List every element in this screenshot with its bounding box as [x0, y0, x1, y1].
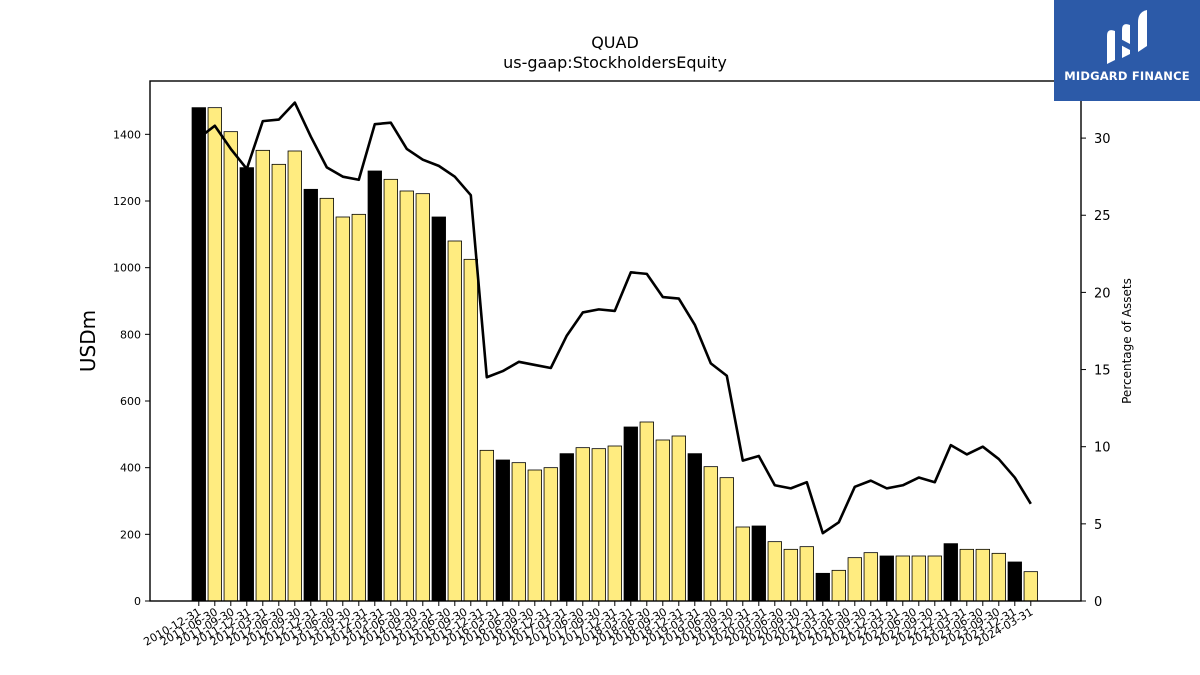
series-line — [198, 101, 1032, 535]
bar — [735, 526, 750, 602]
bar — [719, 477, 734, 602]
bar — [287, 150, 302, 602]
bar — [591, 448, 606, 602]
bar — [463, 258, 478, 602]
y-tick-label: 1200 — [113, 195, 141, 208]
axes-group: 0200400600800100012001400051015202530201… — [113, 80, 1111, 649]
y2-tick-label: 20 — [1094, 286, 1111, 301]
bar — [319, 197, 334, 602]
bar — [879, 555, 894, 602]
bar — [447, 240, 462, 602]
bar — [623, 426, 638, 602]
y-tick-label: 1000 — [113, 262, 141, 275]
bar — [767, 541, 782, 602]
bar — [959, 548, 974, 602]
plot-frame — [149, 80, 1082, 602]
bar — [639, 421, 654, 602]
bar — [543, 467, 558, 602]
bar — [255, 149, 270, 602]
y-tick-label: 800 — [120, 328, 141, 341]
y-tick-label: 0 — [134, 595, 141, 608]
midgard-finance-logo: MIDGARD FINANCE — [1054, 0, 1200, 101]
bar — [271, 163, 286, 602]
bar — [815, 572, 830, 602]
logo-text: MIDGARD FINANCE — [1064, 69, 1190, 83]
bar — [383, 178, 398, 602]
bar — [191, 107, 206, 602]
bar — [559, 453, 574, 602]
bar — [671, 435, 686, 602]
y-tick-label: 400 — [120, 462, 141, 475]
bar — [399, 190, 414, 602]
bar — [991, 552, 1006, 602]
bar — [895, 555, 910, 602]
y-tick-label: 600 — [120, 395, 141, 408]
bar — [911, 555, 926, 602]
bar — [799, 546, 814, 602]
bar — [1023, 571, 1038, 602]
y-tick-label: 200 — [120, 528, 141, 541]
y2-tick-label: 25 — [1094, 209, 1111, 224]
bar — [751, 525, 766, 602]
chart-title: QUAD — [591, 33, 639, 52]
bar — [207, 107, 222, 602]
bar — [351, 213, 366, 602]
y2-tick-label: 10 — [1094, 441, 1111, 456]
bar — [431, 216, 446, 602]
bar — [223, 131, 238, 602]
bar — [495, 459, 510, 602]
bar — [511, 462, 526, 602]
chart-subtitle: us-gaap:StockholdersEquity — [503, 53, 727, 72]
y2-tick-label: 5 — [1094, 518, 1102, 533]
midgard-m-icon — [1107, 10, 1147, 65]
bar — [847, 557, 862, 602]
bar — [415, 193, 430, 602]
y2-axis-label: Percentage of Assets — [1120, 278, 1134, 404]
bar — [575, 447, 590, 602]
bar — [239, 167, 254, 602]
line-group — [198, 101, 1032, 535]
bar — [783, 548, 798, 602]
bar — [863, 552, 878, 602]
bar — [527, 469, 542, 602]
bar — [927, 555, 942, 602]
bar — [303, 188, 318, 602]
y2-tick-label: 15 — [1094, 364, 1111, 379]
bar — [975, 548, 990, 602]
bar — [479, 449, 494, 602]
bar — [831, 569, 846, 602]
y2-tick-label: 30 — [1094, 132, 1111, 147]
bar — [943, 543, 958, 602]
bar — [655, 439, 670, 602]
bar — [1007, 561, 1022, 602]
bar — [687, 453, 702, 602]
bar — [607, 445, 622, 602]
bar — [335, 216, 350, 602]
bar — [367, 170, 382, 602]
bars-group — [191, 107, 1038, 602]
y-axis-label: USDm — [76, 310, 100, 372]
y-tick-label: 1400 — [113, 128, 141, 141]
bar — [703, 466, 718, 602]
y2-tick-label: 0 — [1094, 595, 1102, 610]
